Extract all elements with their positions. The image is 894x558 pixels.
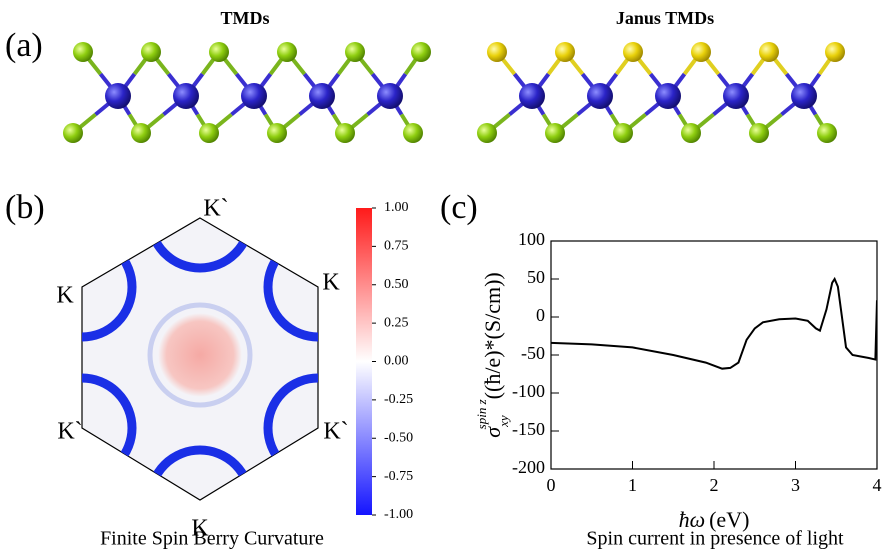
chalcogen-atom <box>749 123 769 143</box>
x-tick-label: 0 <box>547 475 556 495</box>
data-line <box>551 279 877 369</box>
caption: Spin current in presence of light <box>586 528 844 550</box>
panel-label: (a) <box>5 27 43 64</box>
colorbar-tick-label: 1.00 <box>384 200 409 215</box>
chalcogen-atom <box>411 42 431 62</box>
metal-atom <box>587 83 613 109</box>
structure-title: TMDs <box>221 8 270 28</box>
metal-atom <box>105 83 131 109</box>
panel-label: (b) <box>5 189 45 226</box>
metal-atom <box>241 83 267 109</box>
chalcogen-atom <box>825 42 845 62</box>
y-tick-label: 0 <box>536 305 545 325</box>
chalcogen-atom <box>613 123 633 143</box>
center-peak <box>158 313 242 397</box>
colorbar-tick-label: -0.75 <box>384 469 413 484</box>
crystal-structures <box>63 42 845 143</box>
x-tick-label: 3 <box>791 475 800 495</box>
metal-atom <box>173 83 199 109</box>
plot-frame <box>551 241 877 469</box>
x-tick-label: 2 <box>710 475 719 495</box>
chalcogen-atom <box>623 42 643 62</box>
y-tick-label: -100 <box>512 381 545 401</box>
chalcogen-atom <box>759 42 779 62</box>
colorbar-scale <box>356 208 372 515</box>
k-point: K` <box>323 419 348 445</box>
x-tick-label: 1 <box>628 475 637 495</box>
k-point: K <box>322 270 340 296</box>
k-point: K <box>56 283 74 309</box>
brillouin-zone <box>32 168 368 550</box>
metal-atom <box>655 83 681 109</box>
chalcogen-atom <box>131 123 151 143</box>
metal-atom <box>519 83 545 109</box>
metal-atom <box>309 83 335 109</box>
metal-atom <box>791 83 817 109</box>
chalcogen-atom <box>477 123 497 143</box>
chalcogen-atom <box>487 42 507 62</box>
y-label-sub: xy <box>496 415 511 428</box>
metal-atom <box>377 83 403 109</box>
chalcogen-atom <box>73 42 93 62</box>
colorbar-tick-label: 0.75 <box>384 239 409 254</box>
colorbar-tick-label: -1.00 <box>384 507 413 522</box>
y-label-units: ((ħ/e)*(S/cm)) <box>480 272 505 399</box>
chalcogen-atom <box>209 42 229 62</box>
colorbar-tick-label: 0.25 <box>384 315 409 330</box>
chalcogen-atom <box>199 123 219 143</box>
chalcogen-atom <box>267 123 287 143</box>
y-tick-label: 50 <box>527 267 545 287</box>
colorbar-tick-label: -0.25 <box>384 392 413 407</box>
chalcogen-atom <box>555 42 575 62</box>
panel-label: (c) <box>440 189 478 226</box>
colorbar-tick-label: 0.00 <box>384 354 409 369</box>
chalcogen-atom <box>63 123 83 143</box>
figure: (a) TMDs Janus TMDs (b) K` K K K` K` K F… <box>0 0 894 553</box>
chalcogen-atom <box>403 123 423 143</box>
chalcogen-atom <box>277 42 297 62</box>
x-tick-label: 4 <box>873 475 882 495</box>
chalcogen-atom <box>141 42 161 62</box>
y-tick-label: -150 <box>512 419 545 439</box>
caption: Finite Spin Berry Curvature <box>100 528 324 550</box>
y-tick-label: -200 <box>512 457 545 477</box>
k-point: K` <box>57 419 82 445</box>
colorbar: 1.00 0.75 0.50 0.25 0.00 -0.25 -0.50 -0.75 -1.00 <box>356 200 413 522</box>
y-label-sup: spin z <box>474 399 489 429</box>
colorbar-tick-label: -0.50 <box>384 430 413 445</box>
colorbar-tick-label: 0.50 <box>384 277 409 292</box>
k-point: K` <box>203 196 228 222</box>
chalcogen-atom <box>691 42 711 62</box>
chalcogen-atom <box>545 123 565 143</box>
chalcogen-atom <box>681 123 701 143</box>
y-tick-label: -50 <box>521 343 545 363</box>
chalcogen-atom <box>335 123 355 143</box>
chalcogen-atom <box>817 123 837 143</box>
structure-title: Janus TMDs <box>616 8 714 28</box>
y-axis-label: σxyspin z((ħ/e)*(S/cm)) <box>474 272 511 437</box>
chalcogen-atom <box>345 42 365 62</box>
y-tick-label: 100 <box>518 229 545 249</box>
metal-atom <box>723 83 749 109</box>
